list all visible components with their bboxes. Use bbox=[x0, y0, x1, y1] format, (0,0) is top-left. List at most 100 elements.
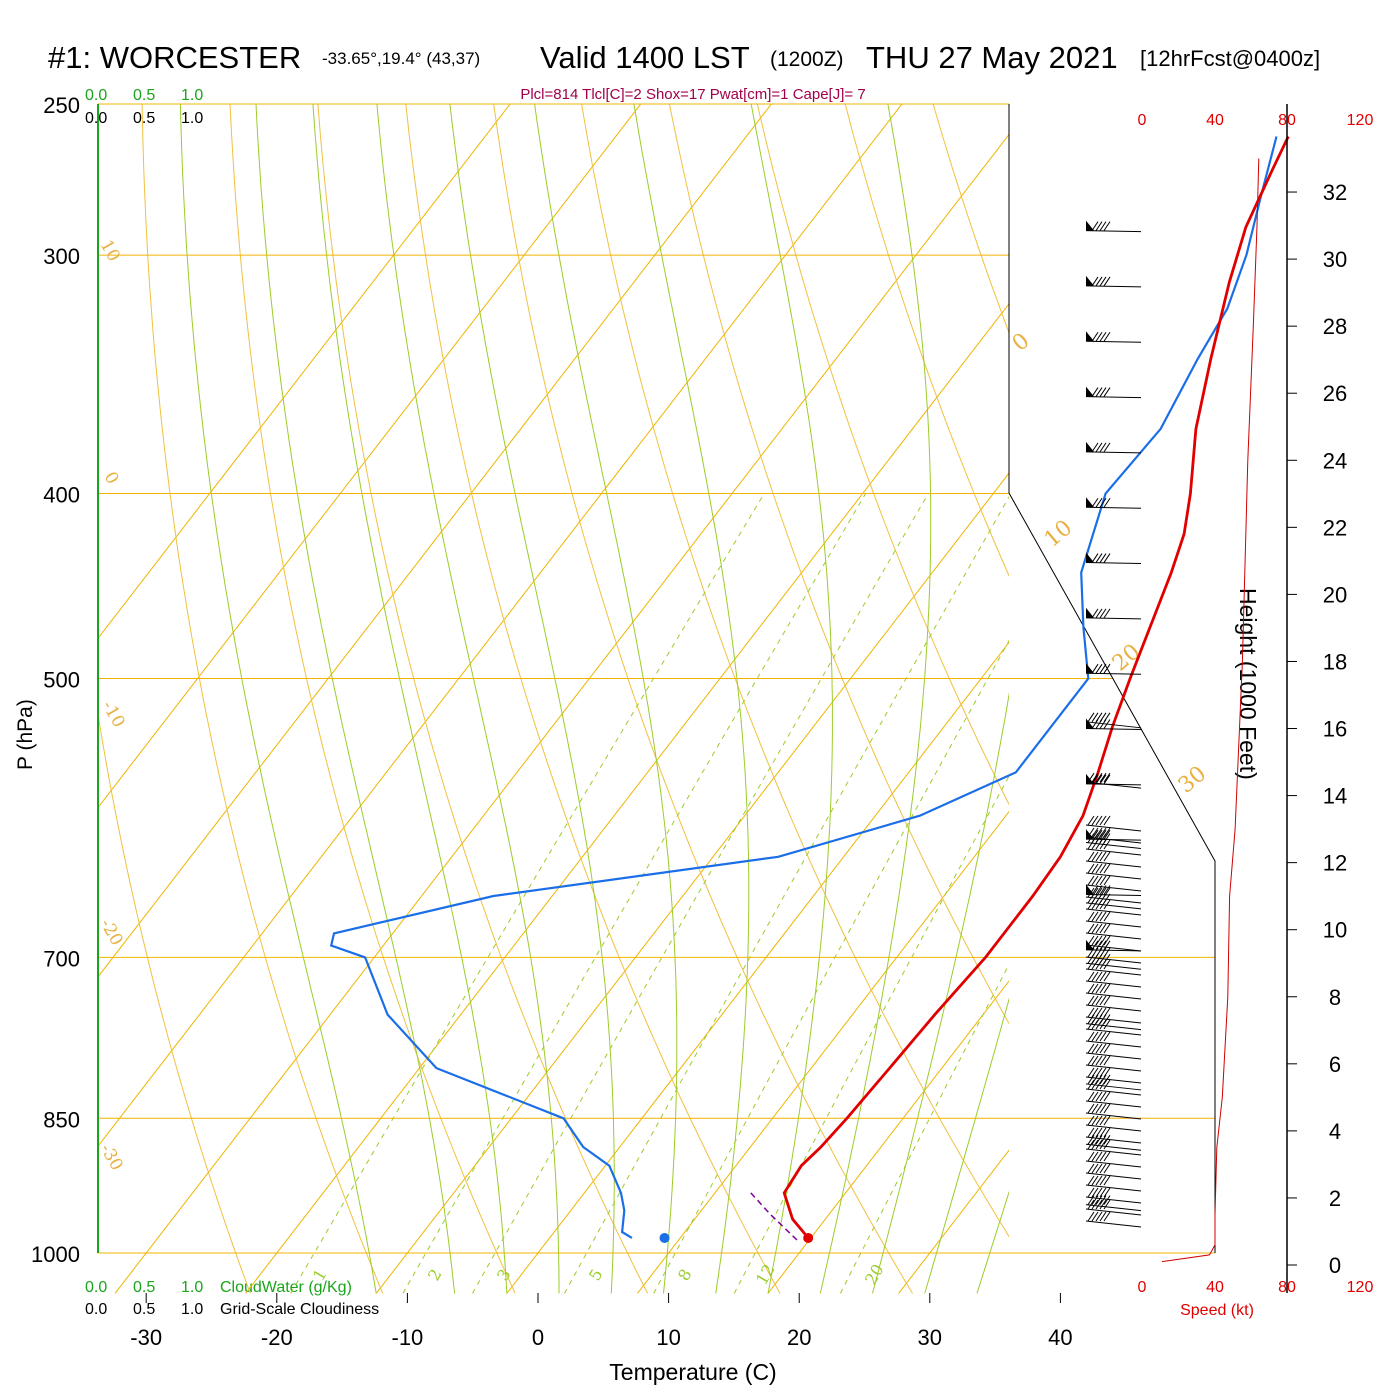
temperature-axis-ticks: -30 -20 -10 0 10 20 30 40 bbox=[130, 1293, 1073, 1350]
dry-adiabat-line bbox=[229, 104, 516, 1294]
speed-tick-top-40: 40 bbox=[1206, 112, 1224, 129]
dry-adiabat-line bbox=[141, 104, 384, 1294]
moist-adiabat-line bbox=[924, 997, 1009, 1294]
mixing-ratio-line bbox=[472, 493, 929, 1294]
isotherm-line bbox=[114, 133, 1009, 1294]
wind-barb bbox=[1085, 851, 1142, 868]
wind-barb bbox=[1085, 899, 1142, 916]
speed-tick-bottom-0: 0 bbox=[1138, 1279, 1147, 1296]
dry-adiabat-lines bbox=[98, 70, 1400, 1294]
wind-barb-upper bbox=[1085, 773, 1142, 786]
dewpoint-line bbox=[329, 136, 1278, 1239]
pressure-tick-label: 500 bbox=[43, 668, 80, 693]
moist-adiabat-line bbox=[376, 104, 560, 1294]
cloud-scale-bottom-green-0: 0.0 bbox=[85, 1279, 107, 1296]
height-tick-label: 30 bbox=[1323, 247, 1347, 272]
dry-adiabat-line bbox=[581, 104, 1009, 1238]
height-tick-label: 22 bbox=[1323, 515, 1347, 540]
temperature-tick-label: 20 bbox=[787, 1325, 811, 1350]
pressure-tick-label: 400 bbox=[43, 483, 80, 508]
temperature-tick-label: 10 bbox=[656, 1325, 680, 1350]
temperature-tick-label: 30 bbox=[918, 1325, 942, 1350]
pressure-tick-label: 250 bbox=[43, 93, 80, 118]
temperature-axis-label: Temperature (C) bbox=[609, 1359, 776, 1385]
utc-time: (1200Z) bbox=[770, 48, 844, 71]
wind-barb-upper bbox=[1085, 663, 1142, 675]
dry-adiabat-line bbox=[1358, 70, 1400, 1293]
dry-adiabat-line bbox=[756, 104, 1009, 806]
height-tick-label: 2 bbox=[1329, 1186, 1341, 1211]
height-tick-label: 20 bbox=[1323, 582, 1347, 607]
moist-adiabat-line bbox=[449, 104, 615, 1294]
wind-barb-upper bbox=[1085, 275, 1142, 288]
forecast-date: THU 27 May 2021 bbox=[866, 40, 1118, 75]
height-tick-label: 18 bbox=[1323, 649, 1347, 674]
height-tick-label: 0 bbox=[1329, 1253, 1341, 1278]
wind-barb-upper bbox=[1085, 829, 1142, 841]
wind-barb bbox=[1085, 1103, 1142, 1120]
speed-tick-bottom-40: 40 bbox=[1206, 1279, 1224, 1296]
plot-frame bbox=[97, 104, 1216, 1253]
wind-barb bbox=[1085, 893, 1142, 910]
height-tick-label: 32 bbox=[1323, 180, 1347, 205]
wind-barb-upper bbox=[1085, 552, 1142, 565]
wind-barb bbox=[1085, 1139, 1142, 1156]
mixing-ratio-labels: 1 2 3 5 8 12 20 bbox=[309, 1261, 888, 1288]
isotherm-label-left-0: 0 bbox=[100, 469, 123, 488]
speed-tick-bottom-120: 120 bbox=[1347, 1279, 1374, 1296]
mixing-ratio-line bbox=[733, 775, 1009, 1294]
wind-barb bbox=[1085, 1127, 1142, 1144]
cloud-scale-bottom: 0.0 0.5 1.0 CloudWater (g/Kg) 0.0 0.5 1.… bbox=[85, 1279, 379, 1318]
wind-barb bbox=[1085, 875, 1142, 892]
dry-adiabat-line bbox=[98, 711, 251, 1294]
wind-barb bbox=[1085, 935, 1142, 952]
isotherm-line bbox=[98, 104, 903, 1147]
wind-barb-upper bbox=[1085, 939, 1142, 952]
isotherm-label-left-neg30: -30 bbox=[96, 1141, 127, 1175]
cloud-scale-top-black-2: 1.0 bbox=[181, 110, 203, 127]
wind-barb bbox=[1085, 911, 1142, 928]
wind-barb bbox=[1085, 1135, 1142, 1151]
speed-tick-top-80: 80 bbox=[1278, 112, 1296, 129]
wind-barb bbox=[1085, 1115, 1142, 1132]
wind-barb-upper bbox=[1085, 386, 1142, 399]
moist-adiabat-line bbox=[819, 104, 932, 1294]
wind-barb bbox=[1085, 1175, 1142, 1192]
cloud-scale-top-black-1: 0.5 bbox=[133, 110, 155, 127]
wind-barb bbox=[1085, 1079, 1142, 1096]
dry-adiabat-line bbox=[317, 104, 649, 1294]
dry-adiabat-line bbox=[844, 104, 1009, 577]
forecast-info: [12hrFcst@0400z] bbox=[1140, 46, 1320, 71]
cloud-scale-bottom-black-2: 1.0 bbox=[181, 1301, 203, 1318]
moist-adiabat-line bbox=[633, 104, 750, 1294]
cloud-scale-top-green-1: 0.5 bbox=[133, 87, 155, 104]
mixing-ratio-line bbox=[839, 963, 1009, 1294]
height-tick-label: 4 bbox=[1329, 1119, 1341, 1144]
wind-barb bbox=[1085, 1055, 1142, 1072]
wind-barb-upper bbox=[1085, 331, 1142, 343]
isotherm-lines bbox=[98, 104, 1009, 1294]
pressure-tick-label: 850 bbox=[43, 1107, 80, 1132]
cloud-scale-bottom-green-2: 1.0 bbox=[181, 1279, 203, 1296]
cloud-scale-bottom-green-1: 0.5 bbox=[133, 1279, 155, 1296]
temperature-tick-label: 40 bbox=[1048, 1325, 1072, 1350]
wind-barb bbox=[1085, 887, 1142, 904]
station-title: #1: WORCESTER bbox=[48, 40, 301, 75]
isotherm-line bbox=[98, 104, 642, 809]
cloud-scale-top-green-0: 0.0 bbox=[85, 87, 107, 104]
pressure-tick-label: 700 bbox=[43, 946, 80, 971]
wind-barb bbox=[1085, 1067, 1142, 1084]
moist-adiabat-lines bbox=[179, 104, 1009, 1294]
wind-barb bbox=[1085, 1043, 1142, 1060]
isotherm-line bbox=[375, 472, 1009, 1294]
speed-tick-top-0: 0 bbox=[1138, 112, 1147, 129]
mixing-ratio-label-2: 2 bbox=[424, 1266, 446, 1284]
mixing-ratio-label-8: 8 bbox=[674, 1266, 696, 1284]
isotherm-label-left-10: 10 bbox=[96, 237, 124, 266]
isotherm-line bbox=[637, 810, 1009, 1294]
wind-barb bbox=[1085, 947, 1142, 964]
wind-barb bbox=[1085, 995, 1142, 1012]
moist-adiabat-line bbox=[255, 104, 456, 1294]
wind-barb bbox=[1085, 1031, 1142, 1048]
